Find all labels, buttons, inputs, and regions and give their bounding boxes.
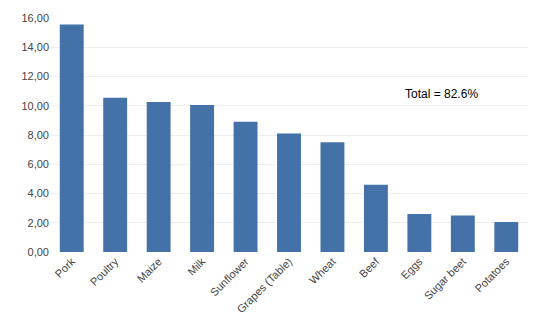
svg-text:Pork: Pork xyxy=(53,255,78,280)
svg-text:6,00: 6,00 xyxy=(28,158,49,170)
svg-text:Potatoes: Potatoes xyxy=(472,255,512,295)
svg-text:Eggs: Eggs xyxy=(398,255,425,282)
svg-text:10,00: 10,00 xyxy=(21,100,49,112)
svg-text:Total = 82.6%: Total = 82.6% xyxy=(405,87,478,101)
svg-text:4,00: 4,00 xyxy=(28,187,49,199)
svg-text:Maize: Maize xyxy=(135,255,164,284)
svg-text:12,00: 12,00 xyxy=(21,70,49,82)
svg-text:Poultry: Poultry xyxy=(88,255,121,288)
svg-text:Grapes (Table): Grapes (Table) xyxy=(234,255,294,315)
svg-text:16,00: 16,00 xyxy=(21,12,49,24)
svg-text:Sugar beet: Sugar beet xyxy=(422,255,469,302)
svg-text:Milk: Milk xyxy=(185,255,208,278)
svg-text:2,00: 2,00 xyxy=(28,217,49,229)
svg-text:Beef: Beef xyxy=(357,255,382,280)
svg-text:8,00: 8,00 xyxy=(28,129,49,141)
svg-text:0,00: 0,00 xyxy=(28,246,49,258)
svg-text:Wheat: Wheat xyxy=(307,255,338,286)
svg-text:14,00: 14,00 xyxy=(21,41,49,53)
svg-text:Sunflower: Sunflower xyxy=(208,255,251,298)
